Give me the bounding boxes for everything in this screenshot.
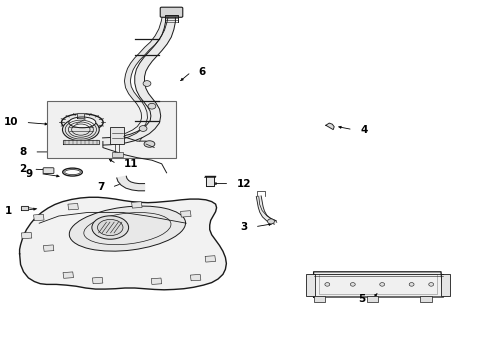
Polygon shape	[20, 197, 226, 290]
Bar	[22, 232, 32, 239]
Bar	[110, 127, 124, 144]
Circle shape	[268, 219, 274, 224]
Text: 10: 10	[3, 117, 18, 127]
Ellipse shape	[62, 114, 103, 131]
Text: 3: 3	[240, 222, 247, 232]
Polygon shape	[21, 206, 28, 210]
Circle shape	[350, 283, 355, 286]
Ellipse shape	[63, 118, 99, 141]
Polygon shape	[256, 196, 276, 224]
Bar	[112, 152, 122, 157]
Bar	[191, 274, 201, 281]
Ellipse shape	[69, 206, 186, 251]
Ellipse shape	[92, 216, 128, 239]
Bar	[306, 274, 315, 296]
Text: 7: 7	[97, 182, 104, 192]
Bar	[181, 211, 191, 217]
Polygon shape	[326, 123, 334, 130]
Bar	[93, 277, 103, 284]
Text: 6: 6	[198, 67, 206, 77]
Ellipse shape	[98, 220, 123, 236]
Text: 12: 12	[237, 179, 251, 189]
Bar	[68, 203, 78, 210]
FancyBboxPatch shape	[43, 168, 54, 174]
FancyBboxPatch shape	[160, 7, 183, 17]
Circle shape	[325, 283, 330, 286]
Text: 1: 1	[5, 206, 12, 216]
Polygon shape	[102, 14, 175, 145]
Circle shape	[139, 126, 147, 131]
Ellipse shape	[69, 117, 96, 128]
Ellipse shape	[144, 141, 155, 147]
Bar	[314, 296, 325, 302]
Circle shape	[143, 81, 151, 86]
Text: 4: 4	[360, 125, 368, 135]
Polygon shape	[117, 176, 145, 191]
Text: 8: 8	[20, 147, 27, 157]
Text: 11: 11	[124, 159, 139, 169]
Bar	[132, 202, 142, 208]
Polygon shape	[206, 176, 214, 186]
Bar	[367, 296, 378, 302]
Circle shape	[409, 283, 414, 286]
Circle shape	[429, 283, 434, 286]
Polygon shape	[77, 113, 84, 118]
Polygon shape	[112, 14, 169, 141]
Bar	[44, 245, 54, 251]
Text: 2: 2	[19, 164, 26, 174]
Text: 5: 5	[358, 294, 365, 304]
Bar	[319, 274, 437, 294]
Bar	[34, 214, 44, 221]
Bar	[441, 274, 450, 296]
Circle shape	[380, 283, 385, 286]
Bar	[63, 272, 74, 278]
Polygon shape	[314, 272, 443, 297]
Bar	[420, 296, 432, 302]
Polygon shape	[63, 140, 99, 144]
Bar	[205, 256, 216, 262]
Text: 9: 9	[25, 168, 33, 179]
Circle shape	[148, 103, 156, 109]
Bar	[47, 101, 176, 158]
Bar	[151, 278, 162, 284]
